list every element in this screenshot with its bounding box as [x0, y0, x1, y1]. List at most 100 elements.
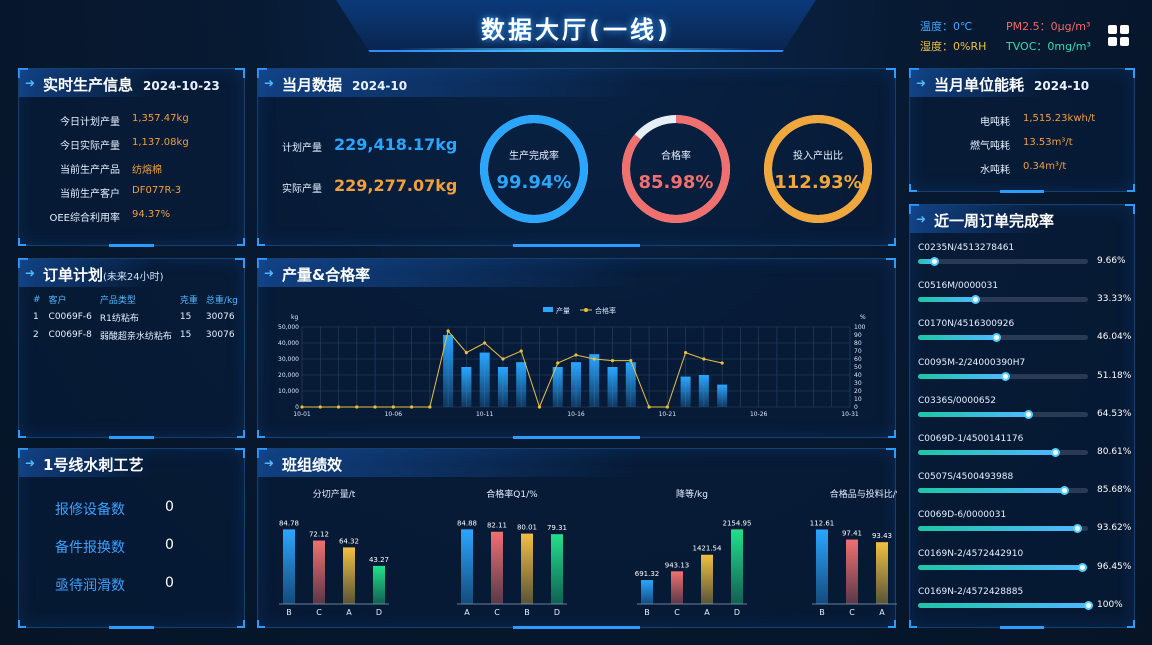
- y-right-unit: %: [860, 314, 866, 321]
- order-progress-bar: [918, 257, 1088, 266]
- y-right-tick-label: 100: [854, 324, 866, 331]
- y-left-unit: kg: [291, 314, 298, 321]
- order-name: C0069D-6/0000031: [918, 510, 1007, 521]
- rate-point: [355, 405, 359, 409]
- rate-point: [574, 353, 578, 357]
- legend-marker: [584, 308, 588, 312]
- team-bar-label: 64.32: [339, 537, 359, 545]
- team-bar: [876, 542, 888, 604]
- ring-value: 85.98%: [639, 172, 714, 193]
- rate-point: [629, 359, 633, 363]
- legend-label: 合格率: [595, 306, 616, 315]
- team-bar-label: 943.13: [665, 561, 690, 569]
- order-progress-knob: [992, 333, 1002, 343]
- x-tick-label: 10-21: [659, 411, 677, 418]
- rate-point: [300, 405, 304, 409]
- team-bar: [313, 540, 325, 604]
- grid-menu-icon[interactable]: [1108, 25, 1130, 47]
- order-progress-fill: [918, 373, 1005, 379]
- production-bar: [625, 362, 636, 407]
- rate-point: [391, 405, 395, 409]
- actual-label: 实际产量: [282, 184, 322, 195]
- y-right-tick-label: 70: [854, 348, 862, 355]
- env-tvoc: TVOC：0mg/m³: [1006, 40, 1091, 53]
- rate-point: [647, 405, 651, 409]
- production-chart-panel: ➜ 产量&合格率 产量 合格率 kg% 0 10,000 20,000 30,000 40,0…: [257, 258, 896, 439]
- order-name: C0169N-2/4572428885: [918, 586, 1024, 597]
- team-bar: [521, 533, 533, 604]
- ring-value: 99.94%: [497, 172, 572, 193]
- order-progress-fill: [918, 259, 935, 264]
- team-bar-label: 43.27: [369, 556, 389, 564]
- arrow-icon: ➜: [25, 266, 36, 280]
- energy-value: 0.34m³/t: [1023, 161, 1067, 172]
- team-bar-label: 1421.54: [693, 545, 722, 553]
- x-tick-label: 10-06: [385, 411, 403, 418]
- realtime-key: 今日计划产量: [60, 117, 120, 128]
- order-progress-fill: [918, 564, 1082, 570]
- team-bar-label: 691.32: [635, 570, 660, 578]
- order-name: C0069D-1/4500141176: [918, 434, 1024, 444]
- team-category-label: D: [376, 608, 382, 617]
- y-tick-label: 40,000: [278, 340, 299, 347]
- process-key: 亟待润滑数: [55, 578, 125, 594]
- team-bar: [461, 529, 473, 604]
- y-tick-label: 50,000: [278, 324, 299, 331]
- table-cell: 30076: [205, 330, 235, 340]
- team-chart-title: 分切产量/t: [313, 488, 356, 500]
- table-cell: 15: [179, 312, 192, 322]
- production-bar: [552, 367, 563, 407]
- ring-progress: [622, 115, 730, 223]
- table-row[interactable]: 1 C0069F-6 R1纺粘布 15 30076: [29, 308, 242, 326]
- team-bar: [373, 565, 385, 604]
- team-category-label: A: [464, 608, 470, 617]
- energy-panel: ➜ 当月单位能耗 2024-10 电吨耗 1,515.23kwh/t 燃气吨耗 13.5…: [909, 68, 1135, 193]
- team-bar: [731, 529, 743, 604]
- rate-point: [684, 351, 688, 355]
- ring-progress: [480, 115, 588, 223]
- order-percent: 33.33%: [1097, 294, 1132, 305]
- production-bar: [461, 367, 472, 407]
- rate-point: [336, 405, 341, 409]
- team-bar: [671, 571, 683, 604]
- energy-key: 水吨耗: [980, 165, 1010, 176]
- order-progress-fill: [918, 335, 997, 341]
- plan-label: 计划产量: [282, 143, 322, 154]
- team-bar-label: 93.43: [872, 532, 892, 540]
- y-tick-label: 20,000: [278, 372, 299, 379]
- orders-plan-subtitle: (未来24小时): [103, 272, 164, 283]
- table-header: 克重: [179, 296, 198, 306]
- order-percent: 96.45%: [1097, 561, 1132, 572]
- ring-label: 合格率: [661, 149, 691, 162]
- rate-point: [410, 405, 414, 409]
- team-category-label: A: [704, 608, 710, 617]
- team-category-label: C: [494, 608, 500, 617]
- order-progress-fill: [918, 602, 1088, 608]
- order-name: C0235N/4513278461: [918, 243, 1015, 253]
- energy-key: 燃气吨耗: [970, 141, 1010, 152]
- order-progress-bar: [918, 486, 1088, 496]
- table-cell: C0069F-6: [48, 312, 92, 322]
- panel-header: ➜ 实时生产信息 2024-10-23: [19, 69, 244, 97]
- table-row[interactable]: 2 C0069F-8 弱酸超亲水纺粘布 15 30076: [29, 326, 242, 344]
- team-bar-label: 82.11: [487, 522, 507, 530]
- team-category-label: B: [644, 608, 650, 617]
- monthly-title: 当月数据: [282, 76, 343, 94]
- table-cell: 15: [179, 330, 192, 340]
- monthly-panel: ➜ 当月数据 2024-10 计划产量 229,418.17kg 实际产量 229…: [257, 68, 896, 247]
- realtime-value: 1,357.47kg: [132, 113, 189, 124]
- process-value: 0: [165, 499, 174, 515]
- team-category-label: A: [346, 608, 352, 617]
- y-right-tick-label: 50: [854, 364, 862, 371]
- team-bar-label: 112.61: [810, 519, 835, 527]
- y-right-tick-label: 80: [854, 340, 862, 347]
- arrow-icon: ➜: [916, 76, 927, 90]
- team-bar-label: 72.12: [309, 531, 329, 539]
- ring-label: 生产完成率: [509, 149, 559, 162]
- team-bar-label: 2154.95: [723, 519, 752, 527]
- y-right-tick-label: 0: [854, 404, 858, 411]
- order-progress-bar: [918, 448, 1088, 457]
- order-percent: 9.66%: [1097, 256, 1126, 266]
- orders-plan-panel: ➜ 订单计划(未来24小时) # 客户 产品类型 克重 总重/kg 1 C0069F-6 R…: [18, 258, 245, 439]
- orders-plan-title: 订单计划: [43, 266, 104, 284]
